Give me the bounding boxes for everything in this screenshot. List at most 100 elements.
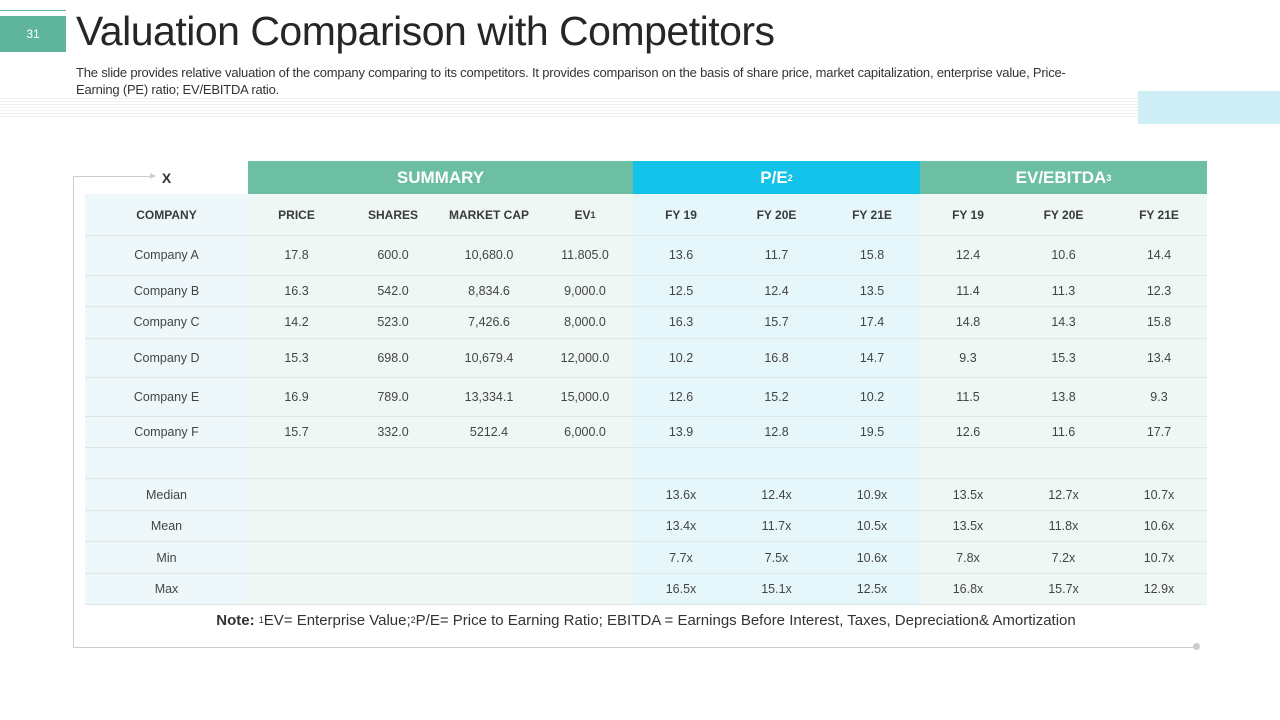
table-cell: 11.6 <box>1051 424 1076 439</box>
table-cell: 17.8 <box>284 248 309 262</box>
table-cell: 332.0 <box>377 424 409 439</box>
table-cell: 11.805.0 <box>561 248 609 262</box>
stat-cell: 16.5x <box>665 581 697 596</box>
table-cell: 14.8 <box>955 315 981 329</box>
col-ev-label: EV <box>574 207 591 222</box>
stat-cell: 10.7x <box>1143 550 1175 565</box>
table-cell: 13.6 <box>668 248 694 262</box>
table-cell: 789.0 <box>377 389 409 404</box>
stat-cell: 12.4x <box>761 487 792 502</box>
stat-cell: 11.8x <box>1048 518 1079 533</box>
table-cell: 12.6 <box>955 424 981 439</box>
table-cell: 12.4 <box>764 283 789 298</box>
col-pe-fy19: FY 19 <box>665 207 697 222</box>
page-number-rule <box>0 10 66 11</box>
table-cell: 15.3 <box>1051 350 1076 365</box>
pe-header: P/E 2 <box>633 161 920 194</box>
pe-band <box>633 194 920 605</box>
stat-row: Median 13.6x 12.4x 10.9x 13.5x 12.7x 10.7x <box>85 479 1207 511</box>
stat-row: Max 16.5x 15.1x 12.5x 16.8x 15.7x 12.9x <box>85 573 1207 605</box>
table-cell: 10.2 <box>859 389 885 404</box>
table-cell: 8,000.0 <box>564 315 606 329</box>
col-pe-fy21e: FY 21E <box>852 207 892 222</box>
note-part-2: P/E= Price to Earning Ratio; EBITDA = Ea… <box>415 611 1076 629</box>
table-cell: 17.4 <box>859 315 885 329</box>
table-row: Company D 15.3 698.0 10,679.4 12,000.0 10.2 16… <box>85 338 1207 378</box>
table-cell: 15.8 <box>859 248 885 262</box>
table-cell: 15.7 <box>764 315 789 329</box>
ev-header: EV/EBITDA 3 <box>920 161 1207 194</box>
company-name: Company E <box>133 389 200 404</box>
corner-label: X <box>161 169 172 186</box>
table-cell: 19.5 <box>859 424 885 439</box>
note-label: Note: <box>216 611 255 629</box>
table-cell: 14.3 <box>1051 315 1076 329</box>
table-cell: 12.6 <box>668 389 694 404</box>
table-cell: 17.7 <box>1146 424 1172 439</box>
stat-cell: 13.6x <box>665 487 697 502</box>
table-cell: 15.2 <box>764 389 789 404</box>
pe-header-label: P/E <box>760 167 788 187</box>
frame-arrow <box>73 173 156 179</box>
table-cell: 13.4 <box>1146 350 1172 365</box>
stat-cell: 15.7x <box>1048 581 1079 596</box>
slide-title: Valuation Comparison with Competitors <box>76 8 775 54</box>
table-cell: 10,679.4 <box>464 350 514 365</box>
stat-cell: 12.9x <box>1143 581 1175 596</box>
table-cell: 16.8 <box>764 350 789 365</box>
col-ev-fy20e: FY 20E <box>1043 207 1084 222</box>
col-shares: SHARES <box>367 207 418 222</box>
table-cell: 8,834.6 <box>468 283 510 298</box>
stat-cell: 7.7x <box>669 550 693 565</box>
col-pe-fy20e: FY 20E <box>756 207 797 222</box>
company-name: Company F <box>134 424 199 439</box>
ev-header-sup: 3 <box>1106 172 1112 183</box>
table-cell: 10.6 <box>1051 248 1076 262</box>
table-cell: 16.3 <box>284 283 309 298</box>
stat-cell: 7.8x <box>956 550 980 565</box>
stat-cell: 10.9x <box>856 487 888 502</box>
table-cell: 13,334.1 <box>464 389 514 404</box>
header-pattern <box>0 98 1140 118</box>
table-row: Company A 17.8 600.0 10,680.0 11.805.0 13.6 11… <box>85 235 1207 276</box>
summary-header: SUMMARY <box>248 161 633 194</box>
stat-row: Min 7.7x 7.5x 10.6x 7.8x 7.2x 10.7x <box>85 542 1207 574</box>
stat-cell: 12.7x <box>1048 487 1079 502</box>
stat-cell: 13.5x <box>952 518 984 533</box>
col-market-cap: MARKET CAP <box>449 207 529 222</box>
stat-cell: 11.7x <box>761 518 792 533</box>
table-frame <box>73 176 1198 648</box>
pe-header-sup: 2 <box>787 172 793 183</box>
table-cell: 12,000.0 <box>560 350 610 365</box>
table-cell: 542.0 <box>377 283 409 298</box>
table-cell: 10,680.0 <box>464 248 514 262</box>
accent-block <box>1138 91 1280 124</box>
col-ev-fy21e: FY 21E <box>1139 207 1179 222</box>
note-sup-1: 1 <box>258 615 264 625</box>
table-row: Company F 15.7 332.0 5212.4 6,000.0 13.9 12.8 1… <box>85 416 1207 448</box>
table-cell: 12.5 <box>668 283 694 298</box>
table-cell: 13.8 <box>1051 389 1076 404</box>
stat-cell: 10.6x <box>1143 518 1175 533</box>
note-part-1: EV= Enterprise Value; <box>263 611 411 629</box>
spacer-row <box>85 447 1207 479</box>
company-name: Company D <box>133 350 200 365</box>
stat-cell: 7.5x <box>764 550 789 565</box>
table-cell: 12.3 <box>1146 283 1172 298</box>
company-col-band <box>85 194 248 605</box>
stat-cell: 13.4x <box>665 518 697 533</box>
table-cell: 10.2 <box>668 350 694 365</box>
table-cell: 7,426.6 <box>468 315 510 329</box>
stat-label: Median <box>146 487 187 502</box>
col-company: COMPANY <box>136 207 197 222</box>
stat-label: Min <box>156 550 177 565</box>
table-cell: 9.3 <box>1150 389 1168 404</box>
stat-cell: 10.7x <box>1143 487 1175 502</box>
stat-cell: 15.1x <box>761 581 792 596</box>
company-name: Company A <box>134 248 199 262</box>
col-ev: EV 1 <box>537 194 633 235</box>
table-cell: 16.9 <box>284 389 309 404</box>
summary-header-label: SUMMARY <box>396 167 485 187</box>
stat-cell: 10.5x <box>856 518 888 533</box>
table-cell: 11.4 <box>956 283 980 298</box>
